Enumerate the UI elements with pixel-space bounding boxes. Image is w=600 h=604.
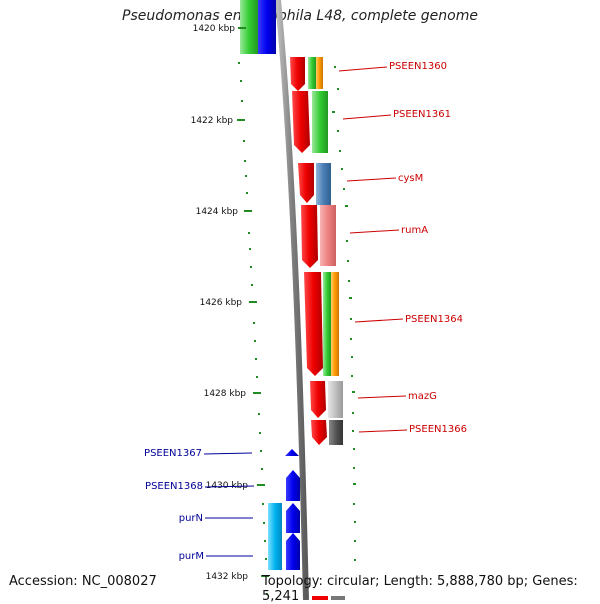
feature-block xyxy=(268,503,282,533)
tick-marks xyxy=(237,27,269,577)
gene-arrow-mazg xyxy=(310,381,326,418)
feature-block xyxy=(316,163,331,205)
outer-dotted-guide xyxy=(332,66,356,561)
gene-label-pseen1367[interactable]: PSEEN1367 xyxy=(144,448,202,459)
tick-label: 1430 kbp xyxy=(206,481,249,491)
feature-block xyxy=(316,57,323,89)
tick-label: 1428 kbp xyxy=(204,389,247,399)
feature-block xyxy=(331,596,345,600)
gene-label-mazg[interactable]: mazG xyxy=(408,391,437,402)
tick-label: 1432 kbp xyxy=(206,572,249,582)
gene-label-pseen1360[interactable]: PSEEN1360 xyxy=(389,61,447,72)
tick-label: 1420 kbp xyxy=(193,24,236,34)
tick-label: 1424 kbp xyxy=(196,207,239,217)
gene-label-pseen1368[interactable]: PSEEN1368 xyxy=(145,481,203,492)
tick-label: 1426 kbp xyxy=(200,298,243,308)
gene-label-pseen1361[interactable]: PSEEN1361 xyxy=(393,109,451,120)
gene-arrow-pseen1360 xyxy=(290,57,305,91)
gene-arrow-purm xyxy=(286,533,300,570)
forward-leader-lines xyxy=(338,66,408,433)
gene-label-purn[interactable]: purN xyxy=(179,513,203,524)
feature-block xyxy=(323,272,331,376)
feature-block xyxy=(331,272,339,376)
gene-label-cysm[interactable]: cysM xyxy=(398,173,423,184)
feature-block xyxy=(308,57,316,89)
gene-label-pseen1366[interactable]: PSEEN1366 xyxy=(409,424,467,435)
feature-block xyxy=(329,420,343,445)
feature-block xyxy=(312,91,328,153)
gene-arrow-pseen1368 xyxy=(286,470,300,501)
inner-dotted-guide xyxy=(238,62,268,595)
gene-arrow-cysm xyxy=(298,163,314,203)
gene-label-ruma[interactable]: rumA xyxy=(401,225,428,236)
gene-arrow-pseen1364 xyxy=(304,272,323,376)
gene-arrow-purn xyxy=(286,503,300,533)
gene-arrow-pseen1367 xyxy=(285,449,299,456)
reverse-leader-lines xyxy=(203,452,255,557)
gene-domain-block xyxy=(240,0,258,54)
feature-block xyxy=(320,205,336,266)
gene-arrow-ruma xyxy=(301,205,318,268)
gene-label-pseen1364[interactable]: PSEEN1364 xyxy=(405,314,463,325)
gene-arrow xyxy=(258,0,276,54)
accession-text: Accession: NC_008027 xyxy=(9,574,157,589)
gene-label-purm[interactable]: purM xyxy=(179,551,204,562)
feature-block xyxy=(328,381,343,418)
feature-block xyxy=(268,533,282,570)
genome-backbone xyxy=(275,0,309,600)
gene-arrow-pseen1361 xyxy=(292,91,310,153)
gene-arrow-pseen1366 xyxy=(311,420,327,445)
map-title: Pseudomonas entomophila L48, complete ge… xyxy=(122,8,478,24)
gene-arrow xyxy=(312,596,328,600)
tick-label: 1422 kbp xyxy=(191,116,234,126)
